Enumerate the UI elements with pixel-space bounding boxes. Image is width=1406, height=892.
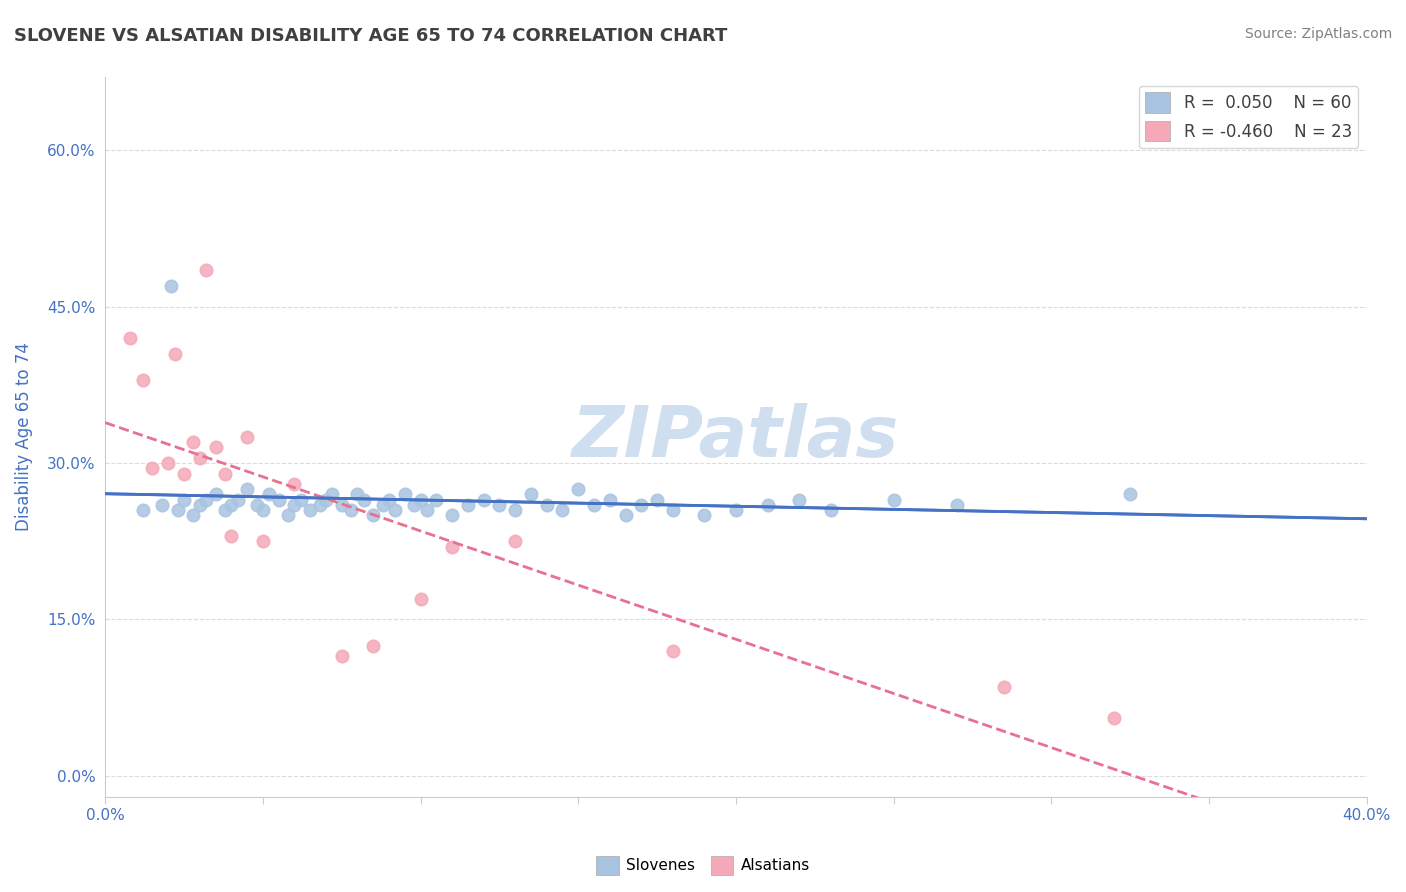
Point xyxy=(330,648,353,663)
Point xyxy=(283,498,305,512)
Point xyxy=(503,503,526,517)
Point xyxy=(346,487,368,501)
Point xyxy=(416,503,439,517)
Point xyxy=(141,461,163,475)
Point xyxy=(614,508,637,523)
Y-axis label: Disability Age 65 to 74: Disability Age 65 to 74 xyxy=(15,343,32,532)
Point xyxy=(226,492,249,507)
Point xyxy=(1119,487,1142,501)
Point xyxy=(993,680,1015,694)
Point xyxy=(630,498,652,512)
Point xyxy=(236,482,259,496)
Point xyxy=(787,492,810,507)
Point xyxy=(173,492,195,507)
Point xyxy=(409,492,432,507)
Point xyxy=(724,503,747,517)
Point xyxy=(693,508,716,523)
Point xyxy=(520,487,543,501)
Point xyxy=(820,503,842,517)
Point xyxy=(150,498,173,512)
Point xyxy=(132,503,155,517)
Point xyxy=(204,441,226,455)
Point xyxy=(132,373,155,387)
Point xyxy=(472,492,495,507)
Point xyxy=(384,503,406,517)
Point xyxy=(290,492,312,507)
Point xyxy=(503,534,526,549)
Point xyxy=(173,467,195,481)
Point xyxy=(252,534,274,549)
Point xyxy=(645,492,668,507)
Point xyxy=(195,263,218,277)
Point xyxy=(394,487,416,501)
Point xyxy=(188,498,211,512)
Point xyxy=(321,487,343,501)
Point xyxy=(353,492,375,507)
Point xyxy=(1104,711,1126,725)
Point xyxy=(457,498,479,512)
Legend: Slovenes, Alsatians: Slovenes, Alsatians xyxy=(589,850,817,880)
Point xyxy=(195,492,218,507)
Point xyxy=(662,644,685,658)
Point xyxy=(371,498,394,512)
Point xyxy=(340,503,363,517)
Point xyxy=(441,540,464,554)
Point xyxy=(582,498,605,512)
Legend: R =  0.050    N = 60, R = -0.460    N = 23: R = 0.050 N = 60, R = -0.460 N = 23 xyxy=(1139,86,1358,148)
Point xyxy=(488,498,510,512)
Point xyxy=(245,498,267,512)
Point xyxy=(330,498,353,512)
Point xyxy=(188,450,211,465)
Point xyxy=(308,498,330,512)
Point xyxy=(267,492,290,507)
Text: SLOVENE VS ALSATIAN DISABILITY AGE 65 TO 74 CORRELATION CHART: SLOVENE VS ALSATIAN DISABILITY AGE 65 TO… xyxy=(14,27,727,45)
Point xyxy=(883,492,905,507)
Point xyxy=(283,477,305,491)
Point xyxy=(219,529,242,543)
Point xyxy=(183,508,205,523)
Point xyxy=(252,503,274,517)
Point xyxy=(378,492,401,507)
Point xyxy=(409,591,432,606)
Point xyxy=(120,331,142,345)
Point xyxy=(425,492,447,507)
Text: Source: ZipAtlas.com: Source: ZipAtlas.com xyxy=(1244,27,1392,41)
Point xyxy=(945,498,967,512)
Point xyxy=(662,503,685,517)
Point xyxy=(204,487,226,501)
Point xyxy=(756,498,779,512)
Point xyxy=(551,503,574,517)
Point xyxy=(163,346,186,360)
Point xyxy=(315,492,337,507)
Point xyxy=(361,639,384,653)
Point xyxy=(277,508,299,523)
Point xyxy=(361,508,384,523)
Point xyxy=(166,503,188,517)
Point xyxy=(214,467,236,481)
Point xyxy=(236,430,259,444)
Point xyxy=(214,503,236,517)
Point xyxy=(599,492,621,507)
Point xyxy=(441,508,464,523)
Point xyxy=(183,435,205,450)
Point xyxy=(536,498,558,512)
Text: ZIPatlas: ZIPatlas xyxy=(572,402,900,472)
Point xyxy=(257,487,280,501)
Point xyxy=(299,503,322,517)
Point xyxy=(404,498,426,512)
Point xyxy=(160,279,183,293)
Point xyxy=(567,482,589,496)
Point xyxy=(157,456,180,470)
Point xyxy=(219,498,242,512)
